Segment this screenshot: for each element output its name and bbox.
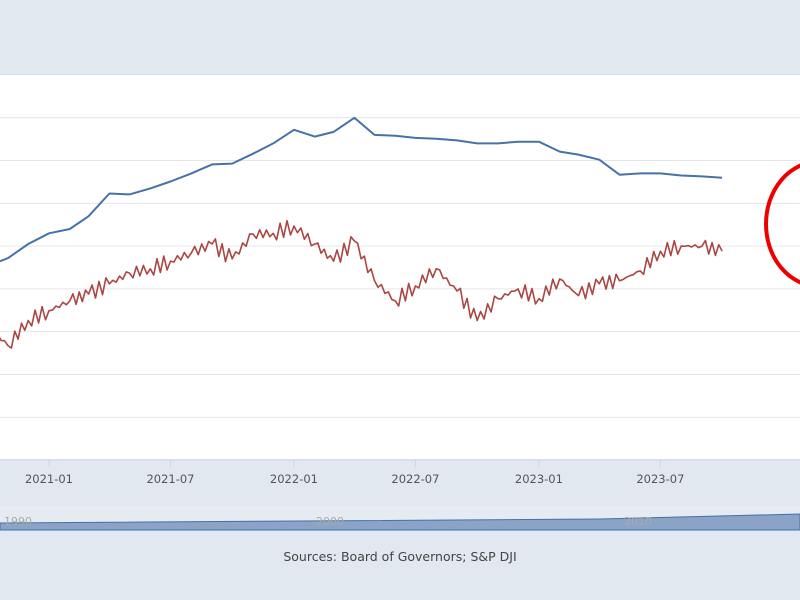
gridlines bbox=[0, 117, 800, 418]
x-tick-label: 2021-01 bbox=[25, 472, 73, 486]
navigator[interactable]: 1990 2000 2010 bbox=[0, 506, 800, 531]
x-tick-label: 2022-07 bbox=[391, 472, 439, 486]
navigator-label: 2010 bbox=[624, 515, 652, 528]
x-tick-label: 2023-01 bbox=[515, 472, 563, 486]
x-axis-band bbox=[0, 460, 800, 505]
navigator-area bbox=[0, 513, 800, 531]
x-tick-label: 2021-07 bbox=[146, 472, 194, 486]
x-tick-label: 2022-01 bbox=[270, 472, 318, 486]
x-axis: 2021-01 2021-07 2022-01 2022-07 2023-01 2023-… bbox=[0, 459, 800, 505]
red-circle-annotation bbox=[764, 163, 800, 285]
sources-text: Sources: Board of Governors; S&P DJI bbox=[283, 549, 517, 564]
navigator-label: 2000 bbox=[316, 515, 344, 528]
series-line-2 bbox=[0, 219, 723, 349]
series-line-1 bbox=[0, 116, 723, 263]
chart-header-bar bbox=[0, 0, 800, 75]
plot-area bbox=[0, 75, 800, 459]
series-lines bbox=[0, 116, 723, 349]
x-tick-label: 2023-07 bbox=[636, 472, 684, 486]
navigator-label: 1990 bbox=[4, 515, 32, 528]
